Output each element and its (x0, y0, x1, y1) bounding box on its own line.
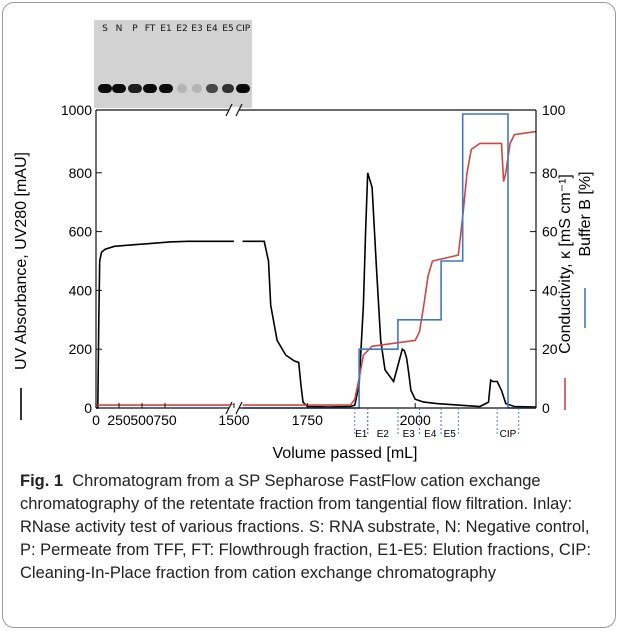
caption-text: Chromatogram from a SP Sepharose FastFlo… (20, 472, 591, 582)
x-tick-label: 500 (130, 412, 154, 428)
right-tick-label: 80 (542, 165, 558, 181)
rnase-gel-inlay: S N P FT E1 E2 E3 E4 E5 CIP (94, 20, 252, 108)
left-tick-label: 800 (69, 165, 93, 181)
gel-lane-label-ft: FT (144, 24, 156, 34)
buffer-b-axis-label: Buffer B [%] (577, 171, 594, 256)
x-tick-label: 750 (153, 412, 177, 428)
right-tick-label: 20 (542, 341, 558, 357)
gel-lane-label-p: P (132, 24, 138, 34)
gel-band-e4 (205, 84, 219, 93)
uv-absorbance-line-seg2 (242, 172, 536, 408)
gel-band-cip (236, 84, 250, 93)
right-tick-label: 100 (542, 102, 566, 118)
fraction-label-e4: E4 (424, 429, 437, 440)
gel-lane-label-e5: E5 (222, 24, 234, 34)
fraction-label-e5: E5 (444, 429, 457, 440)
right-tick-label: 60 (542, 224, 558, 240)
gel-band-e1 (159, 84, 173, 93)
fraction-label-e1: E1 (355, 429, 368, 440)
figure-label: Fig. 1 (20, 472, 64, 490)
buffer-b-line-seg2 (242, 113, 536, 409)
uv-absorbance-line-seg1 (96, 240, 234, 409)
gel-band-e5 (221, 84, 235, 93)
gel-band-n (112, 84, 126, 93)
axis-break-mark (235, 103, 243, 117)
fraction-label-e2: E2 (377, 429, 390, 440)
gel-lane-label-s: S (102, 24, 108, 34)
gel-band-ft (143, 84, 157, 93)
gel-lane-labels: S N P FT E1 E2 E3 E4 E5 CIP (94, 24, 252, 36)
left-axis-label: UV Absorbance, UV280 [mAU] (13, 152, 30, 370)
gel-lane-label-n: N (115, 24, 123, 34)
x-tick-label: 1750 (292, 412, 323, 428)
left-tick-label: 1000 (61, 102, 92, 118)
x-tick-label: 2000 (400, 412, 431, 428)
right-tick-label: 40 (542, 282, 558, 298)
fraction-label-cip: CIP (500, 429, 517, 440)
axis-break-mark (225, 103, 233, 117)
figure-caption: Fig. 1 Chromatogram from a SP Sepharose … (20, 470, 600, 585)
gel-band-p (128, 84, 142, 93)
x-axis-label: Volume passed [mL] (273, 445, 418, 462)
right-tick-label: 0 (542, 400, 550, 416)
gel-band-s (98, 84, 112, 93)
gel-lane-label-e3: E3 (191, 24, 203, 34)
gel-lane-label-e2: E2 (176, 24, 188, 34)
left-tick-label: 200 (69, 341, 93, 357)
axis-break-mark (235, 401, 243, 415)
gel-lane-label-e4: E4 (206, 24, 218, 34)
axis-break-mark (225, 401, 233, 415)
gel-lane-label-e1: E1 (160, 24, 172, 34)
gel-band-e3 (192, 84, 202, 93)
conductivity-axis-label: Conductivity, κ [mS cm⁻¹] (557, 174, 574, 354)
figure-frame (2, 2, 616, 628)
fraction-label-e3: E3 (403, 429, 416, 440)
gel-band-e2 (177, 84, 187, 93)
left-tick-label: 0 (84, 400, 92, 416)
x-tick-label: 0 (92, 412, 100, 428)
left-tick-label: 600 (69, 224, 93, 240)
axis-break-gap-top (229, 107, 239, 113)
x-tick-label: 250 (107, 412, 131, 428)
left-tick-label: 400 (69, 282, 93, 298)
gel-lane-label-cip: CIP (235, 24, 251, 34)
x-tick-label: 1500 (218, 412, 249, 428)
conductivity-line-seg2 (242, 130, 536, 406)
